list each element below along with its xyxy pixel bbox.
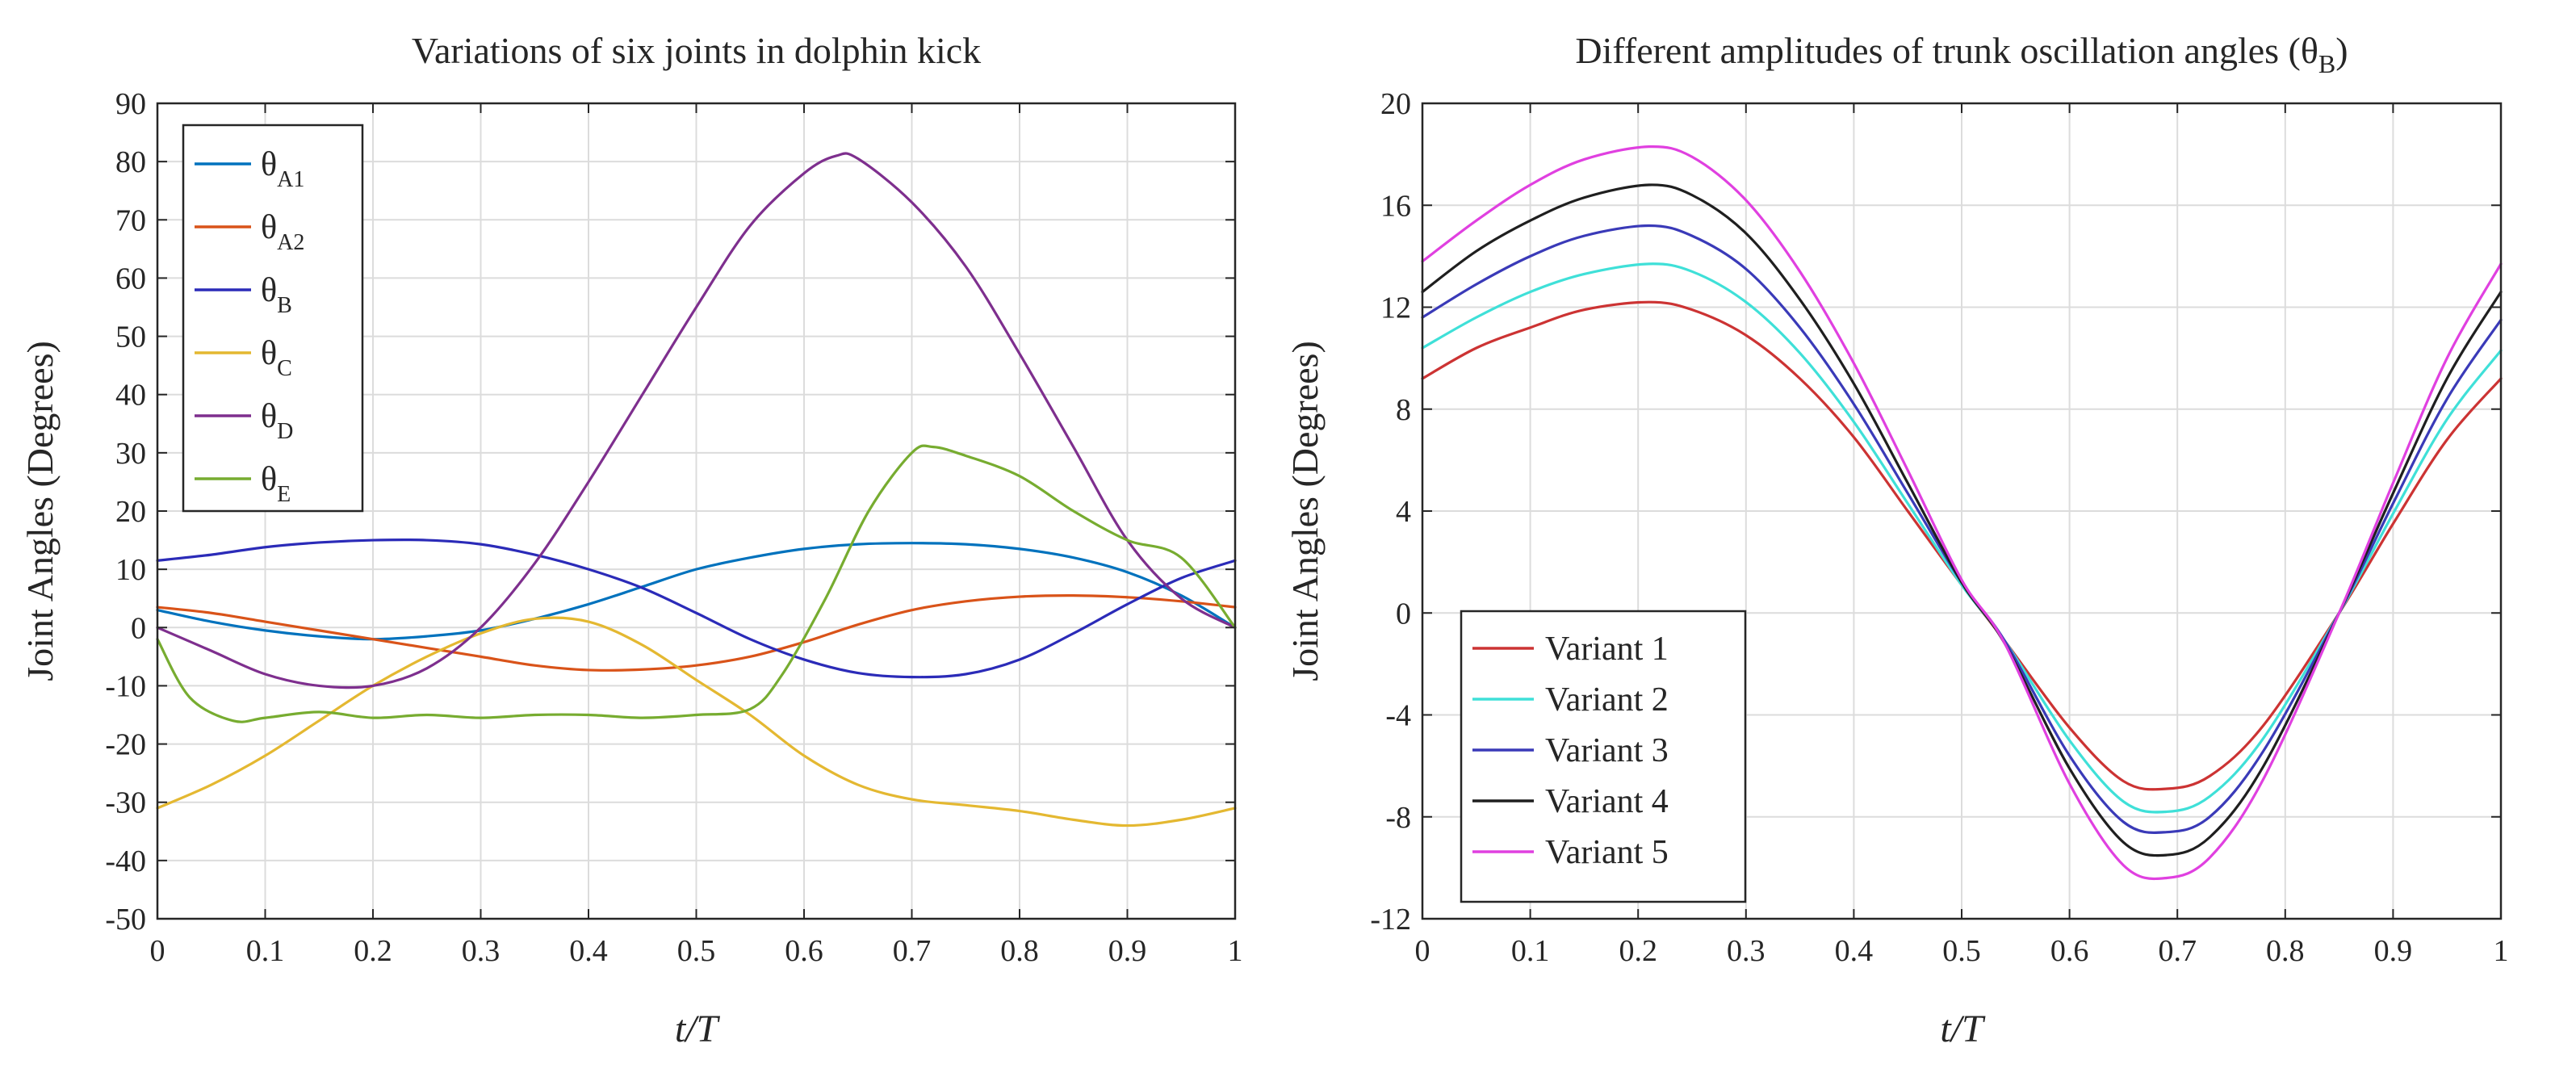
series-group bbox=[1421, 145, 2503, 881]
legend-label: θC bbox=[261, 335, 292, 381]
legend: Variant 1 Variant 2 Variant 3 Variant 4 Vari… bbox=[1460, 610, 1747, 903]
x-axis-label: t/T bbox=[1940, 1008, 1986, 1050]
legend-label: Variant 2 bbox=[1545, 681, 1669, 719]
chart-title: Different amplitudes of trunk oscillatio… bbox=[1575, 30, 2348, 78]
y-tick-label: 8 bbox=[1396, 393, 1411, 427]
legend-item-a2: θA2 bbox=[195, 209, 304, 255]
series-line-a2 bbox=[156, 593, 1237, 672]
legend-item-a1: θA1 bbox=[195, 146, 304, 192]
x-tick-label: 0.5 bbox=[1942, 934, 1981, 968]
y-axis-label: Joint Angles (Degrees) bbox=[1284, 341, 1326, 681]
y-tick-label: -40 bbox=[105, 844, 146, 878]
legend-item-c: θC bbox=[195, 335, 292, 381]
x-tick-label: 0.1 bbox=[1511, 934, 1550, 968]
y-tick-label: 70 bbox=[115, 203, 146, 237]
y-axis: -12 -8 -4 0 4 8 12 16 20 bbox=[1370, 87, 2501, 937]
series-line-c bbox=[156, 616, 1237, 828]
legend-label: θE bbox=[261, 461, 291, 507]
x-axis: 0 0.1 0.2 0.3 0.4 0.5 0.6 0.7 0.8 0.9 1 bbox=[150, 103, 1243, 968]
x-tick-label: 0.3 bbox=[1727, 934, 1766, 968]
y-tick-label: 12 bbox=[1380, 291, 1411, 325]
chart-title: Variations of six joints in dolphin kick bbox=[412, 30, 981, 71]
x-tick-label: 0.1 bbox=[246, 934, 285, 968]
series-line-a1 bbox=[156, 542, 1237, 641]
x-tick-label: 1 bbox=[2494, 934, 2509, 968]
series-line-d bbox=[156, 152, 1237, 689]
y-tick-label: 30 bbox=[115, 437, 146, 471]
x-tick-label: 0.4 bbox=[1835, 934, 1874, 968]
series-group bbox=[156, 152, 1237, 828]
legend-item-variant-1: Variant 1 bbox=[1472, 631, 1669, 668]
series-line-e bbox=[156, 444, 1237, 723]
legend-label: θD bbox=[261, 398, 293, 444]
y-tick-label: -30 bbox=[105, 786, 146, 820]
x-tick-label: 0.3 bbox=[462, 934, 501, 968]
legend-label: Variant 3 bbox=[1545, 732, 1669, 769]
y-tick-label: 0 bbox=[1396, 597, 1411, 631]
legend-label: θA2 bbox=[261, 209, 304, 255]
x-tick-label: 1 bbox=[1228, 934, 1243, 968]
y-tick-label: 20 bbox=[1380, 87, 1411, 121]
legend-label: Variant 5 bbox=[1545, 834, 1669, 871]
y-tick-label: -8 bbox=[1385, 801, 1411, 835]
legend-item-variant-5: Variant 5 bbox=[1472, 834, 1669, 871]
legend-label: θB bbox=[261, 272, 292, 318]
legend-item-variant-3: Variant 3 bbox=[1472, 732, 1669, 769]
x-tick-label: 0.6 bbox=[785, 934, 823, 968]
x-tick-label: 0 bbox=[1415, 934, 1430, 968]
y-tick-label: 40 bbox=[115, 379, 146, 413]
legend-box bbox=[182, 124, 364, 513]
x-tick-label: 0.6 bbox=[2050, 934, 2089, 968]
y-tick-label: 20 bbox=[115, 495, 146, 529]
x-axis: 0 0.1 0.2 0.3 0.4 0.5 0.6 0.7 0.8 0.9 1 bbox=[1415, 103, 2509, 968]
legend-label: Variant 4 bbox=[1545, 783, 1669, 820]
y-tick-label: -4 bbox=[1385, 699, 1411, 733]
legend-item-b: θB bbox=[195, 272, 292, 318]
x-tick-label: 0.2 bbox=[354, 934, 392, 968]
series-line-variant-5 bbox=[1421, 145, 2503, 881]
chart-panel-trunk-amplitudes: 0 0.1 0.2 0.3 0.4 0.5 0.6 0.7 0.8 0.9 1 -12 -8 -4 0 4 8 1… bbox=[1284, 30, 2509, 1050]
x-tick-label: 0.7 bbox=[2158, 934, 2197, 968]
x-tick-label: 0.9 bbox=[2374, 934, 2413, 968]
legend-box bbox=[1460, 610, 1747, 903]
x-tick-label: 0.4 bbox=[569, 934, 608, 968]
series-line-b bbox=[156, 538, 1237, 679]
legend-item-e: θE bbox=[195, 461, 291, 507]
y-tick-label: -12 bbox=[1370, 903, 1411, 937]
legend-label: θA1 bbox=[261, 146, 304, 192]
y-tick-label: 90 bbox=[115, 87, 146, 121]
x-tick-label: 0.7 bbox=[893, 934, 932, 968]
y-axis: -50 -40 -30 -20 -10 0 10 20 30 40 50 60 70 80 90 bbox=[105, 87, 1235, 937]
y-tick-label: 4 bbox=[1396, 495, 1411, 529]
y-tick-label: -50 bbox=[105, 903, 146, 937]
chart-panel-joint-variations: 0 0.1 0.2 0.3 0.4 0.5 0.6 0.7 0.8 0.9 1 -50 -40 -30 -2… bbox=[19, 30, 1243, 1050]
y-tick-label: 16 bbox=[1380, 189, 1411, 223]
y-axis-label: Joint Angles (Degrees) bbox=[19, 341, 61, 681]
y-tick-label: 0 bbox=[131, 611, 146, 645]
x-tick-label: 0.2 bbox=[1619, 934, 1657, 968]
legend-item-variant-4: Variant 4 bbox=[1472, 783, 1669, 820]
legend-item-variant-2: Variant 2 bbox=[1472, 681, 1669, 719]
x-axis-label: t/T bbox=[675, 1008, 721, 1050]
legend-label: Variant 1 bbox=[1545, 631, 1669, 668]
legend: θA1 θA2 θB θC θD θE bbox=[182, 124, 364, 513]
x-tick-label: 0.5 bbox=[677, 934, 716, 968]
y-tick-label: 60 bbox=[115, 262, 146, 295]
x-tick-label: 0.9 bbox=[1108, 934, 1147, 968]
y-tick-label: 10 bbox=[115, 553, 146, 587]
x-tick-label: 0 bbox=[150, 934, 165, 968]
legend-item-d: θD bbox=[195, 398, 293, 444]
y-tick-label: -20 bbox=[105, 728, 146, 762]
y-tick-label: -10 bbox=[105, 669, 146, 703]
y-tick-label: 80 bbox=[115, 145, 146, 179]
x-tick-label: 0.8 bbox=[2266, 934, 2305, 968]
y-tick-label: 50 bbox=[115, 321, 146, 354]
x-tick-label: 0.8 bbox=[1000, 934, 1039, 968]
